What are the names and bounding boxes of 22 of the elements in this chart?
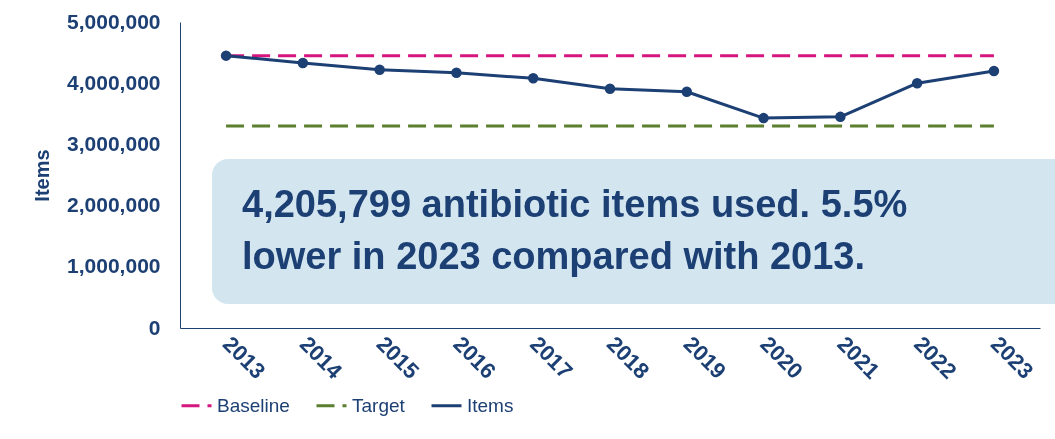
point	[988, 65, 1000, 77]
legend-label: Target	[352, 394, 406, 416]
point	[604, 83, 616, 94]
legend-label: Baseline	[217, 394, 290, 416]
annotation: 4,205,799 antibiotic items used. 5.5% lower in 2023 compared with 2013.	[242, 183, 908, 277]
y-tick-label: 0	[148, 315, 161, 339]
point	[527, 73, 539, 84]
point	[374, 64, 385, 75]
legend-label: Items	[467, 394, 514, 416]
y-tick-label: 4,000,000	[67, 70, 161, 94]
point	[835, 111, 846, 123]
y-tick-label: 5,000,000	[67, 9, 161, 33]
point	[297, 57, 309, 69]
y-tick-label: 2,000,000	[67, 193, 161, 217]
point	[758, 112, 769, 124]
point	[681, 86, 693, 97]
point	[451, 67, 462, 79]
point	[220, 50, 232, 61]
y-axis-title: Items	[31, 149, 54, 202]
point	[911, 77, 923, 89]
y-tick-label: 3,000,000	[67, 131, 161, 155]
y-tick-label: 1,000,000	[67, 254, 161, 278]
